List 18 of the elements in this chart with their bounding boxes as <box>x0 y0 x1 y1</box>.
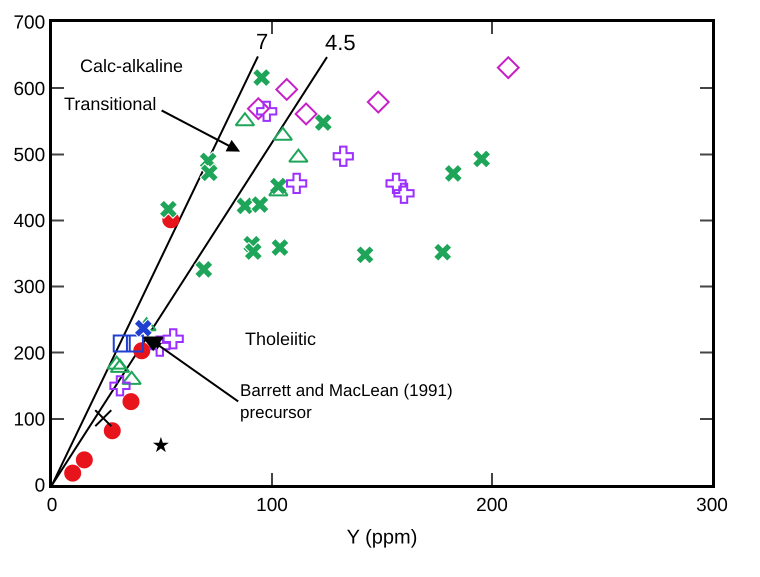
y-tick-label: 600 <box>13 78 46 100</box>
annotation: Tholeiitic <box>245 329 316 349</box>
y-tick-label: 400 <box>13 211 46 232</box>
x-tick-label: 200 <box>476 494 508 516</box>
annotation: Barrett and MacLean (1991) precursor <box>240 381 453 422</box>
annotation: Calc-alkaline <box>80 56 184 76</box>
y-tick-label: 200 <box>13 343 46 364</box>
y-tick-label: 100 <box>13 410 46 431</box>
y-tick-label: 500 <box>13 144 46 166</box>
y-tick-label: 700 <box>13 12 46 34</box>
series-label: 7 <box>256 29 268 54</box>
annotation: Transitional <box>64 94 156 114</box>
x-tick-label: 100 <box>256 494 288 516</box>
y-tick-label: 300 <box>13 277 46 298</box>
x-axis-title: Y (ppm) <box>346 526 418 548</box>
x-tick-label: 300 <box>696 494 728 516</box>
y-tick-label: 0 <box>34 476 46 497</box>
series-label: 4.5 <box>325 30 356 55</box>
